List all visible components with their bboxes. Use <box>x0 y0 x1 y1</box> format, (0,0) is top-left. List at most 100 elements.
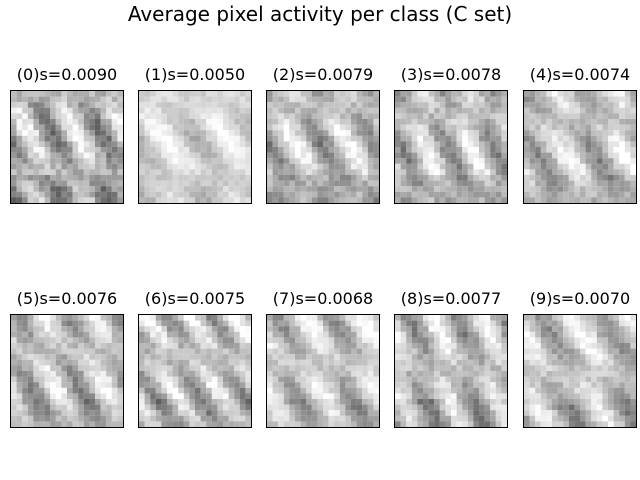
heatmap-cell <box>239 343 246 349</box>
heatmap-cell <box>406 158 412 164</box>
heatmap-cell <box>619 107 625 114</box>
heatmap-cell <box>473 326 480 332</box>
heatmap-cell <box>61 387 68 394</box>
heatmap-cell <box>339 371 346 377</box>
heatmap-cell <box>373 186 379 192</box>
heatmap-cell <box>161 421 168 427</box>
heatmap-cell <box>278 135 284 142</box>
heatmap-cell <box>16 152 23 159</box>
heatmap-cell <box>95 404 101 411</box>
heatmap-cell <box>234 119 240 125</box>
heatmap-cell <box>619 343 625 349</box>
heatmap-cell <box>33 343 40 349</box>
heatmap-cell <box>400 337 407 344</box>
heatmap-cell <box>462 337 468 344</box>
heatmap-cell <box>245 365 251 372</box>
heatmap-cell <box>289 119 296 125</box>
heatmap-cell <box>311 191 318 198</box>
heatmap-cell <box>206 337 212 344</box>
heatmap-cell <box>100 326 107 332</box>
heatmap-cell <box>585 415 592 422</box>
heatmap-cell <box>400 113 407 120</box>
heatmap-cell <box>602 186 609 192</box>
heatmap-cell <box>529 175 536 181</box>
heatmap-cell <box>239 169 246 176</box>
heatmap-cell <box>439 376 446 383</box>
heatmap-cell <box>178 382 184 388</box>
heatmap-cell <box>100 119 107 125</box>
heatmap-cell <box>22 404 28 411</box>
heatmap-cell <box>524 91 530 97</box>
heatmap-cell <box>150 147 156 153</box>
heatmap-cell <box>100 186 107 192</box>
heatmap-cell <box>144 147 151 153</box>
heatmap-cell <box>630 113 636 120</box>
heatmap-cell <box>395 180 401 187</box>
heatmap-cell <box>490 393 496 400</box>
heatmap-cell <box>334 119 340 125</box>
heatmap-cell <box>272 102 279 108</box>
heatmap-cell <box>272 387 279 394</box>
heatmap-cell <box>423 163 429 170</box>
heatmap-cell <box>223 163 229 170</box>
heatmap-cell <box>317 376 324 383</box>
heatmap-cell <box>451 348 457 355</box>
heatmap-cell <box>334 348 340 355</box>
heatmap-cell <box>39 404 45 411</box>
heatmap-cell <box>456 91 463 97</box>
heatmap-cell <box>283 399 290 405</box>
heatmap-cell <box>591 135 597 142</box>
heatmap-cell <box>602 354 609 360</box>
heatmap-cell <box>434 320 440 327</box>
heatmap-cell <box>574 399 581 405</box>
heatmap-cell <box>585 365 592 372</box>
heatmap-cell <box>223 410 229 416</box>
heatmap-cell <box>630 393 636 400</box>
heatmap-cell <box>568 147 575 153</box>
heatmap-cell <box>295 354 301 360</box>
heatmap-cell <box>16 365 23 372</box>
heatmap-cell <box>602 382 609 388</box>
heatmap-cell <box>211 169 218 176</box>
heatmap-cell <box>100 320 107 327</box>
heatmap-cell <box>563 197 569 203</box>
heatmap-cell <box>39 415 45 422</box>
heatmap-cell <box>428 96 435 103</box>
heatmap-cell <box>479 102 485 108</box>
heatmap-cell <box>462 326 468 332</box>
heatmap-cell <box>16 124 23 131</box>
heatmap-cell <box>345 119 352 125</box>
heatmap-cell <box>161 163 168 170</box>
heatmap-cell <box>395 113 401 120</box>
heatmap-cell <box>334 359 340 366</box>
heatmap-cell <box>311 382 318 388</box>
heatmap-cell <box>580 102 586 108</box>
heatmap-cell <box>223 382 229 388</box>
heatmap-cell <box>328 387 335 394</box>
heatmap-cell <box>351 91 357 97</box>
heatmap-cell <box>50 102 56 108</box>
heatmap-cell <box>78 113 84 120</box>
heatmap-cell <box>317 175 324 181</box>
heatmap-cell <box>195 348 201 355</box>
heatmap-cell <box>11 410 17 416</box>
heatmap-cell <box>574 91 581 97</box>
heatmap-cell <box>462 119 468 125</box>
heatmap-cell <box>529 354 536 360</box>
heatmap-cell <box>373 91 379 97</box>
heatmap-cell <box>557 102 564 108</box>
heatmap-cell <box>283 348 290 355</box>
heatmap-cell <box>323 331 329 338</box>
heatmap-cell <box>552 186 558 192</box>
heatmap-cell <box>328 421 335 427</box>
heatmap-cell <box>602 415 609 422</box>
heatmap-cell <box>272 113 279 120</box>
heatmap-cell <box>356 376 363 383</box>
heatmap-cell <box>535 141 541 148</box>
heatmap-cell <box>44 343 51 349</box>
heatmap-cell <box>83 102 90 108</box>
heatmap-cell <box>83 382 90 388</box>
heatmap-cell <box>434 147 440 153</box>
heatmap-cell <box>608 354 614 360</box>
heatmap-cell <box>44 91 51 97</box>
